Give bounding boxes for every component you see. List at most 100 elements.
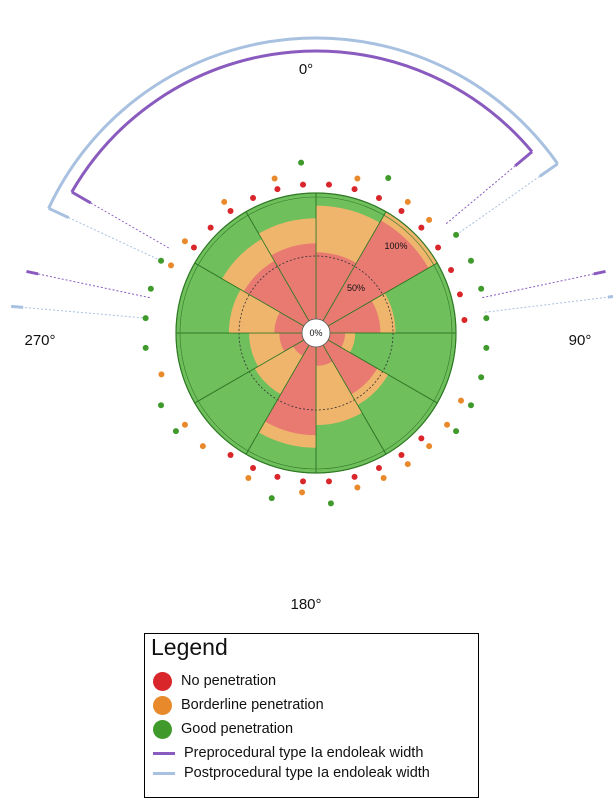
dot-good-70: [478, 285, 485, 292]
legend-item-no-penetration: No penetration: [153, 670, 276, 692]
center-hole: 0%: [301, 318, 331, 348]
dot-no-40: [418, 224, 425, 231]
post-left-stub-guide: [17, 306, 147, 319]
dot-good-60: [467, 257, 474, 264]
dot-good-240: [158, 402, 165, 409]
dot-no-150: [375, 465, 382, 472]
dot-good-270: [142, 315, 149, 322]
post-upper-guide-0: [68, 217, 163, 262]
dot-good-110: [467, 402, 474, 409]
radial-grid: [175, 192, 457, 474]
legend-label: Good penetration: [181, 721, 294, 737]
pre-right-stub-guide: [482, 272, 600, 299]
angle-label-90: 90°: [569, 332, 592, 349]
dot-border-220: [199, 443, 206, 450]
purple-line-icon: [153, 751, 175, 755]
dot-good-20: [385, 175, 392, 182]
dot-no-80: [461, 317, 468, 324]
dot-border-340: [271, 175, 278, 182]
dot-no-300: [190, 244, 197, 251]
dot-no-10: [351, 186, 358, 193]
dot-border-200: [245, 475, 252, 482]
dot-good-170: [327, 500, 334, 507]
dot-no-210: [227, 452, 234, 459]
dot-good-260: [142, 344, 149, 351]
dot-no-140: [398, 452, 405, 459]
sector-no-9: [274, 312, 304, 333]
sector-no-3: [328, 333, 346, 348]
legend-item-postprocedural-width: Postprocedural type Ia endoleak width: [153, 762, 430, 784]
pre-upper-guide-1: [445, 165, 516, 225]
radial-label-0: 0%: [309, 328, 322, 338]
legend-item-borderline-penetration: Borderline penetration: [153, 694, 324, 716]
sector-spoke-330: [245, 211, 310, 322]
sector-spoke-120: [327, 339, 438, 404]
sector-no-4: [323, 340, 378, 395]
dot-no-340: [274, 186, 281, 193]
sector-no-6: [264, 345, 316, 436]
angle-label-180: 180°: [290, 596, 321, 613]
legend-label: Preprocedural type Ia endoleak width: [184, 745, 424, 761]
dot-no-70: [456, 291, 463, 298]
sector-borderline-7: [254, 340, 309, 395]
dot-border-300: [181, 238, 188, 245]
legend-item-good-penetration: Good penetration: [153, 718, 293, 740]
legend-item-preprocedural-width: Preprocedural type Ia endoleak width: [153, 742, 423, 764]
post-upper-arc: [47, 36, 559, 209]
dot-border-160: [354, 484, 361, 491]
dot-good-120: [453, 428, 460, 435]
dot-border-250: [158, 371, 165, 378]
pre-left-stub: [26, 269, 39, 276]
orange-dot-icon: [153, 695, 172, 715]
dot-good-50: [453, 231, 460, 238]
sector-no-5: [316, 345, 333, 366]
post-upper-tick-0: [48, 206, 70, 219]
dot-no-50: [435, 244, 442, 251]
dot-border-180: [299, 489, 306, 496]
sector-no-8: [279, 333, 304, 352]
pre-upper-tick-1: [514, 150, 533, 168]
sector-spoke-150: [322, 344, 387, 455]
legend-label: Postprocedural type Ia endoleak width: [184, 765, 430, 781]
dot-no-330: [250, 194, 257, 201]
dot-border-110: [458, 397, 465, 404]
dot-no-60: [448, 267, 455, 274]
penetration-dot-rings: [142, 159, 490, 507]
dot-border-40: [426, 216, 433, 223]
dot-border-120: [444, 421, 451, 428]
sector-no-11: [271, 243, 316, 321]
sector-spoke-300: [194, 262, 305, 327]
radial-label-50: 50%: [347, 283, 365, 293]
pre-upper-arc: [70, 49, 534, 193]
dot-no-0: [325, 181, 332, 188]
post-right-stub-guide: [484, 296, 613, 313]
sector-spoke-240: [194, 339, 305, 404]
dot-good-190: [268, 495, 275, 502]
dot-border-230: [181, 421, 188, 428]
dot-no-200: [250, 465, 257, 472]
dot-no-180: [300, 478, 307, 485]
dot-good-80: [483, 315, 490, 322]
pre-upper-tick-0: [71, 190, 92, 205]
post-upper-guide-1: [454, 176, 540, 236]
dot-border-140: [404, 461, 411, 468]
pre-upper-guide-0: [90, 202, 170, 249]
legend-label: Borderline penetration: [181, 697, 324, 713]
radial-label-100: 100%: [384, 241, 407, 251]
red-dot-icon: [153, 671, 172, 691]
legend-box: Legend No penetration Borderline penetra…: [144, 633, 479, 798]
dot-good-350: [298, 159, 305, 166]
dot-good-290: [158, 257, 165, 264]
dot-no-190: [274, 473, 281, 480]
dot-border-320: [221, 198, 228, 205]
dot-no-170: [325, 478, 332, 485]
dot-border-290: [167, 262, 174, 269]
post-right-stub: [607, 295, 613, 299]
angle-label-0: 0°: [299, 61, 313, 78]
sector-no-2: [328, 300, 381, 333]
dot-no-130: [418, 435, 425, 442]
pre-right-stub: [593, 269, 606, 276]
dot-border-130: [426, 443, 433, 450]
penetration-sectors: [175, 192, 457, 474]
sector-spoke-60: [327, 262, 438, 327]
